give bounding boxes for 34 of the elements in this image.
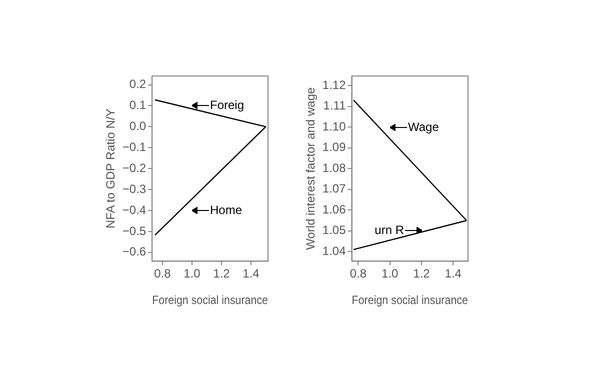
annotation: urn R <box>374 223 404 237</box>
x-axis-title: Foreign social insurance <box>352 294 468 308</box>
y-tick-label: 1.06 <box>322 202 346 216</box>
y-tick-label: 1.10 <box>322 119 346 134</box>
annotation: Foreig <box>210 98 244 112</box>
y-tick-label: 1.11 <box>323 98 346 113</box>
x-tick-label: 1.0 <box>184 266 201 281</box>
annotation: Home <box>210 203 242 217</box>
x-tick-label: 1.4 <box>242 266 260 281</box>
y-tick-label: 1.12 <box>322 78 346 92</box>
x-tick-label: 1.2 <box>413 266 430 281</box>
y-tick-label: −0.2 <box>122 160 146 175</box>
annotation: Wage <box>408 120 439 134</box>
x-tick-label: 1.4 <box>444 266 462 281</box>
x-tick-label: 0.8 <box>350 266 367 281</box>
y-tick-label: 1.08 <box>322 160 346 175</box>
y-tick-label: 1.07 <box>322 182 346 196</box>
x-axis-title: Foreign social insurance <box>152 294 268 308</box>
y-tick-label: 0.2 <box>129 77 146 92</box>
y-tick-label: −0.1 <box>122 140 146 154</box>
y-tick-label: 1.05 <box>322 223 346 238</box>
x-tick-label: 1.0 <box>382 266 399 281</box>
y-tick-label: −0.5 <box>122 224 146 238</box>
y-axis-title: World interest factor and wage <box>304 87 318 250</box>
y-tick-label: 1.09 <box>322 140 346 154</box>
y-tick-label: −0.3 <box>122 182 146 196</box>
x-tick-label: 0.8 <box>154 266 172 281</box>
y-tick-label: −0.4 <box>122 202 146 217</box>
y-tick-label: −0.6 <box>122 244 146 259</box>
y-tick-label: 0.1 <box>129 98 146 112</box>
x-tick-label: 1.2 <box>213 266 230 281</box>
y-tick-label: 0.0 <box>129 119 146 134</box>
y-tick-label: 1.04 <box>322 244 346 258</box>
y-axis-title: NFA to GDP Ratio N/Y <box>104 108 118 229</box>
